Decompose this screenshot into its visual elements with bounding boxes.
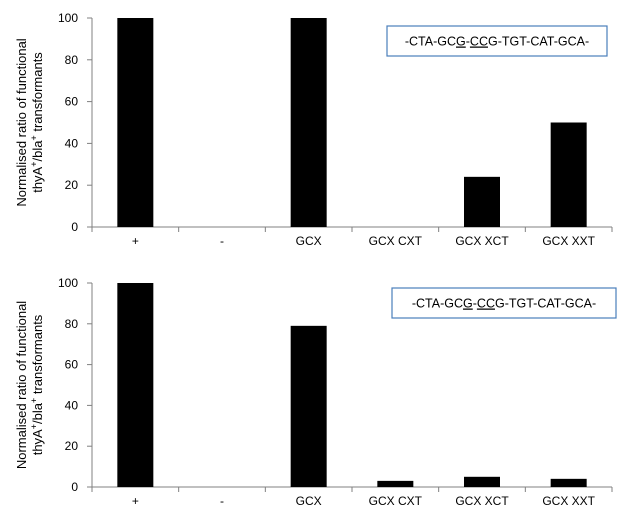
- ylabel-transformants: transformants: [30, 52, 45, 136]
- y-tick-label: 100: [58, 276, 78, 290]
- x-tick-label: +: [132, 494, 139, 508]
- bar-1: [117, 283, 154, 487]
- ylabel-sup: +: [29, 424, 39, 429]
- seq-part: G-TGT-CAT-GCA-: [488, 35, 589, 49]
- bar-1: [117, 18, 154, 227]
- ylabel-transformants: transformants: [30, 314, 45, 398]
- x-tick-label: GCX XXT: [542, 234, 595, 248]
- seq-part: -CTA-GC: [405, 35, 456, 49]
- sequence-text: -CTA-GCG-CCG-TGT-CAT-GCA-: [412, 297, 596, 311]
- seq-part: -CTA-GC: [412, 297, 463, 311]
- y-tick-label: 40: [65, 398, 79, 412]
- y-tick-label: 40: [65, 136, 79, 150]
- ylabel-sup: +: [29, 398, 39, 403]
- bar-3: [290, 325, 327, 487]
- y-tick-label: 60: [65, 95, 79, 109]
- x-tick-label: GCX: [296, 234, 322, 248]
- y-tick-label: 0: [71, 220, 78, 234]
- seq-underlined: G: [463, 297, 473, 311]
- bar-5: [464, 476, 500, 487]
- y-tick-label: 20: [65, 439, 79, 453]
- ylabel-sup: +: [29, 135, 39, 140]
- y-tick-label: 100: [58, 11, 78, 25]
- x-tick-label: GCX CXT: [369, 234, 423, 248]
- bar-5: [464, 176, 500, 227]
- seq-part: -: [473, 297, 477, 311]
- seq-underlined: CC: [477, 297, 495, 311]
- x-tick-label: GCX: [296, 494, 322, 508]
- chart-2: 0 20 40 60 80 100 + - GCX GCX CXT GCX XCT GCX XXT No…: [14, 276, 617, 508]
- bar-6: [550, 122, 587, 227]
- seq-part: G-TGT-CAT-GCA-: [495, 297, 596, 311]
- x-tick-label: +: [132, 234, 139, 248]
- ylabel-thya: thyA: [30, 429, 45, 455]
- y-axis-label-line1: Normalised ratio of functional: [14, 38, 29, 206]
- y-axis-label-line2: thyA+/bla+ transformants: [29, 52, 45, 193]
- x-tick-label: GCX CXT: [369, 494, 423, 508]
- sequence-box: [386, 25, 608, 57]
- seq-underlined: CC: [470, 35, 488, 49]
- bar-4: [377, 480, 414, 487]
- seq-part: -: [466, 35, 470, 49]
- y-tick-label: 20: [65, 178, 79, 192]
- x-tick-label: GCX XCT: [455, 494, 509, 508]
- x-tick-label: GCX XXT: [542, 494, 595, 508]
- seq-underlined: G: [456, 35, 466, 49]
- y-tick-label: 80: [65, 53, 79, 67]
- sequence-text: -CTA-GCG-CCG-TGT-CAT-GCA-: [405, 35, 589, 49]
- ylabel-bla: /bla: [30, 402, 45, 424]
- ylabel-thya: thyA: [30, 166, 45, 192]
- ylabel-sup: +: [29, 162, 39, 167]
- bar-6: [550, 478, 587, 487]
- x-tick-label: -: [220, 494, 224, 508]
- chart-1: 0 20 40 60 80 100 + - GCX GCX CXT GCX XCT GCX XXT No…: [14, 11, 613, 248]
- x-tick-label: -: [220, 234, 224, 248]
- y-axis-label-line1: Normalised ratio of functional: [14, 301, 29, 469]
- ylabel-bla: /bla: [30, 140, 45, 162]
- y-axis-label-line2: thyA+/bla+ transformants: [29, 314, 45, 455]
- bar-3: [290, 18, 327, 227]
- y-tick-label: 60: [65, 358, 79, 372]
- sequence-box: [391, 287, 617, 319]
- y-tick-label: 80: [65, 317, 79, 331]
- y-tick-label: 0: [71, 480, 78, 494]
- x-tick-label: GCX XCT: [455, 234, 509, 248]
